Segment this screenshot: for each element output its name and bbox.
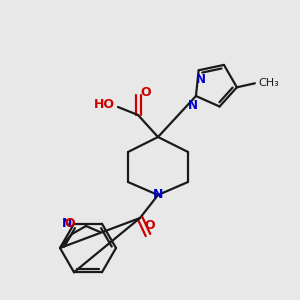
Text: N: N [188,99,198,112]
Text: O: O [140,86,151,100]
Text: O: O [65,217,75,230]
Text: O: O [145,219,155,232]
Text: N: N [196,73,206,86]
Text: N: N [61,217,72,230]
Text: N: N [153,188,163,202]
Text: HO: HO [94,98,115,110]
Text: CH₃: CH₃ [258,78,279,88]
